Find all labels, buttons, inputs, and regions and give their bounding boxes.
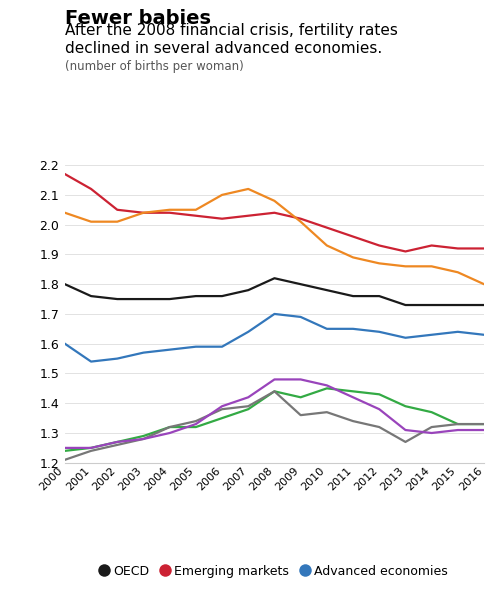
Text: After the 2008 financial crisis, fertility rates
declined in several advanced ec: After the 2008 financial crisis, fertili… — [65, 23, 398, 56]
Text: (number of births per woman): (number of births per woman) — [65, 60, 244, 73]
Text: Fewer babies: Fewer babies — [65, 9, 211, 28]
